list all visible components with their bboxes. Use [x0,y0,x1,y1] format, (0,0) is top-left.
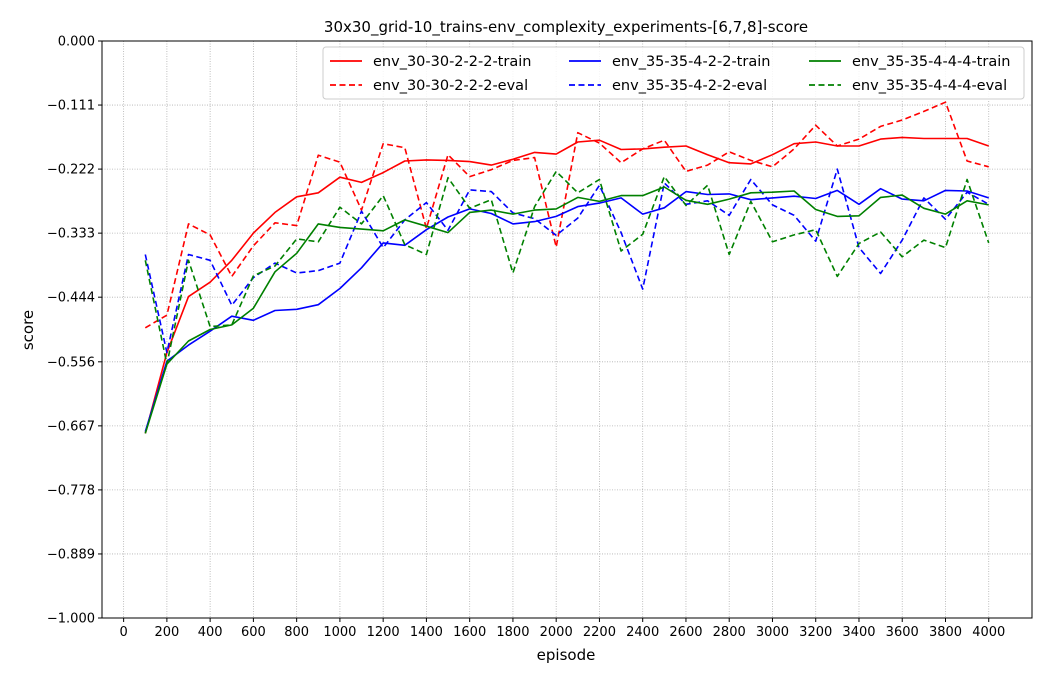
y-tick-label: −0.889 [47,547,95,562]
series-line-env_35-35-4-2-2-train [144,187,989,432]
x-tick-label: 3800 [929,625,962,640]
x-tick-label: 1000 [323,625,356,640]
x-tick-label: 4000 [972,625,1005,640]
x-tick-label: 2000 [540,625,573,640]
series-line-env_30-30-2-2-2-train [144,136,989,434]
x-axis-ticks: 0 200 400 600 800 1000 1200 1400 1600 1800 2000 220… [119,618,1005,640]
x-tick-label: 800 [284,625,309,640]
x-tick-label: 1800 [496,625,529,640]
y-tick-label: −1.000 [47,612,95,627]
x-tick-label: 3000 [756,625,789,640]
x-tick-label: 0 [119,625,127,640]
y-axis-label: score [19,310,37,350]
x-axis-label: episode [537,646,596,664]
gridlines [102,40,1032,619]
chart-title: 30x30_grid-10_trains-env_complexity_expe… [324,18,808,37]
x-tick-label: 2600 [669,625,702,640]
legend-label: env_35-35-4-4-4-eval [852,78,1007,94]
y-tick-label: −0.222 [47,163,95,178]
x-tick-label: 3400 [842,625,875,640]
x-tick-label: 2800 [713,625,746,640]
x-tick-label: 2200 [583,625,616,640]
x-tick-label: 1600 [453,625,486,640]
y-tick-label: −0.444 [47,291,95,306]
x-tick-label: 600 [241,625,266,640]
y-tick-label: −0.111 [47,99,95,114]
legend-label: env_35-35-4-2-2-train [612,54,770,70]
legend-frame [322,46,1025,100]
legend-label: env_30-30-2-2-2-eval [373,78,528,94]
x-tick-label: 200 [154,625,179,640]
legend-label: env_35-35-4-4-4-train [852,54,1010,70]
x-tick-label: 1200 [367,625,400,640]
x-tick-label: 2400 [626,625,659,640]
y-tick-label: 0.000 [58,35,95,50]
series-line-env_35-35-4-2-2-eval [144,168,990,354]
y-tick-label: −0.778 [47,483,95,498]
y-tick-label: −0.556 [47,355,95,370]
plot-frame [101,40,1033,619]
series-lines [144,101,990,434]
x-tick-label: 3200 [799,625,832,640]
legend: env_30-30-2-2-2-train env_30-30-2-2-2-eva… [322,46,1025,100]
x-tick-label: 400 [198,625,223,640]
y-axis-ticks: 0.000 −0.111 −0.222 −0.333 −0.444 −0.556 −0.66… [47,35,102,627]
legend-label: env_35-35-4-2-2-eval [612,78,767,94]
x-tick-label: 3600 [886,625,919,640]
y-tick-label: −0.667 [47,419,95,434]
legend-label: env_30-30-2-2-2-train [373,54,531,70]
x-tick-label: 1400 [410,625,443,640]
series-line-env_35-35-4-4-4-eval [144,170,990,365]
series-line-env_35-35-4-4-4-train [144,186,989,434]
series-line-env_30-30-2-2-2-eval [144,101,989,329]
y-tick-label: −0.333 [47,227,95,242]
